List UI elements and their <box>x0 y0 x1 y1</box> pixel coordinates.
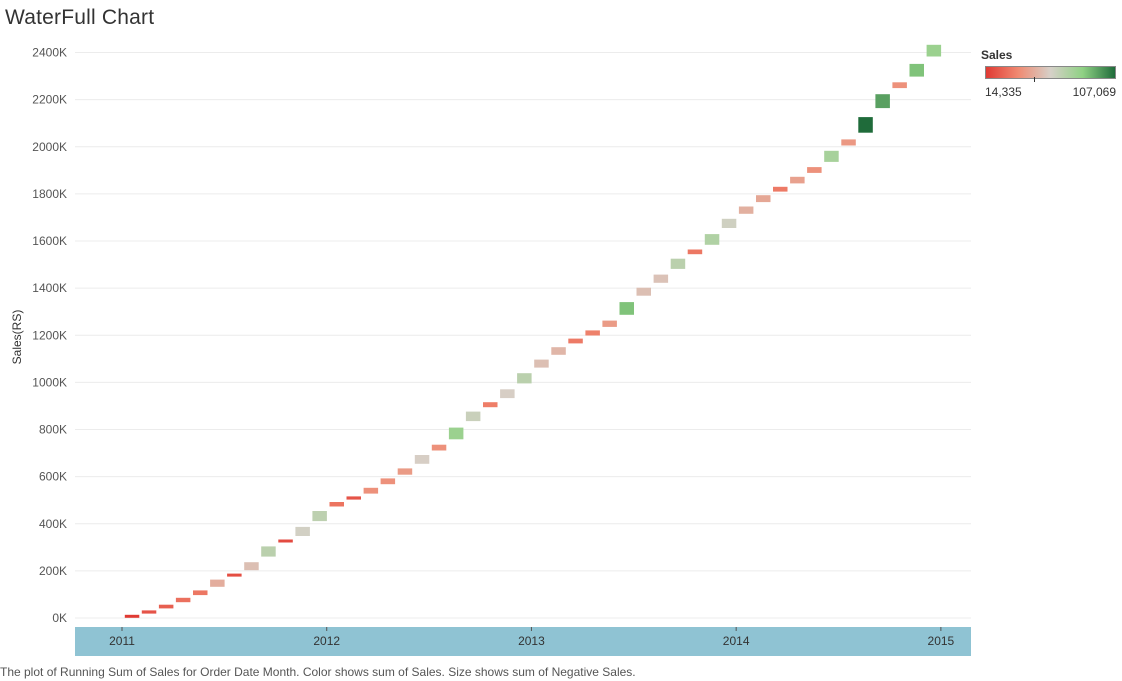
waterfall-bar-2012-04 <box>380 478 396 485</box>
y-tick-label: 200K <box>39 564 67 578</box>
waterfall-bar-2011-07 <box>227 573 242 577</box>
y-tick-label: 1400K <box>32 281 67 295</box>
y-axis-label: Sales(RS) <box>10 310 24 365</box>
waterfall-bar-2013-05 <box>602 320 617 327</box>
x-tick-label: 2013 <box>518 634 545 648</box>
y-tick-label: 2200K <box>32 93 67 107</box>
waterfall-bar-2013-03 <box>568 338 583 344</box>
waterfall-bar-2014-03 <box>773 186 788 192</box>
waterfall-bar-2013-01 <box>534 359 549 368</box>
waterfall-bar-2014-10 <box>892 82 907 89</box>
waterfall-bar-2013-11 <box>704 234 720 245</box>
waterfall-bar-2011-08 <box>244 562 259 571</box>
waterfall-bar-2011-02 <box>141 610 157 614</box>
waterfall-bar-2012-11 <box>500 389 515 399</box>
waterfall-bar-2014-11 <box>909 63 924 77</box>
y-tick-label: 1200K <box>32 328 67 342</box>
waterfall-bar-2013-10 <box>687 249 703 255</box>
waterfall-bar-2013-08 <box>653 274 669 283</box>
x-tick-label: 2015 <box>928 634 955 648</box>
waterfall-bar-2011-04 <box>175 597 191 603</box>
waterfall-bar-2013-02 <box>551 347 566 355</box>
waterfall-bar-2014-07 <box>841 139 856 146</box>
waterfall-bar-2014-02 <box>756 195 771 203</box>
legend-min-label: 14,335 <box>985 85 1022 99</box>
y-tick-label: 1800K <box>32 187 67 201</box>
legend-max-label: 107,069 <box>1072 85 1116 99</box>
waterfall-bar-2013-04 <box>585 330 600 336</box>
waterfall-bar-2013-07 <box>636 287 651 296</box>
waterfall-bar-2011-11 <box>295 526 310 536</box>
waterfall-bar-2014-12 <box>926 44 942 57</box>
waterfall-bar-2012-03 <box>363 487 379 494</box>
x-axis-band <box>75 627 971 656</box>
waterfall-bar-2014-09 <box>875 94 890 109</box>
y-tick-label: 1000K <box>32 375 67 389</box>
waterfall-bar-2014-08 <box>858 117 873 133</box>
chart-caption: The plot of Running Sum of Sales for Ord… <box>0 665 636 679</box>
waterfall-bar-2013-06 <box>619 302 634 315</box>
legend-center-tick <box>1034 77 1035 82</box>
waterfall-bar-2011-09 <box>261 546 276 557</box>
y-tick-label: 400K <box>39 517 67 531</box>
y-tick-label: 2000K <box>32 140 67 154</box>
waterfall-bar-2012-07 <box>431 444 447 451</box>
waterfall-bar-2013-09 <box>670 258 686 269</box>
legend-color-scale <box>985 66 1116 79</box>
y-tick-label: 600K <box>39 470 67 484</box>
y-tick-label: 2400K <box>32 46 67 60</box>
x-tick-label: 2011 <box>109 634 135 648</box>
waterfall-bar-2013-12 <box>721 218 737 228</box>
y-tick-label: 1600K <box>32 234 67 248</box>
legend-title: Sales <box>981 48 1013 62</box>
waterfall-bar-2012-02 <box>346 496 361 500</box>
waterfall-bar-2012-08 <box>448 427 464 440</box>
waterfall-bar-2012-09 <box>465 411 481 422</box>
waterfall-bar-2012-06 <box>414 455 430 464</box>
waterfall-bar-2011-12 <box>312 511 327 522</box>
waterfall-bar-2014-01 <box>738 206 754 214</box>
y-tick-label: 0K <box>52 611 67 625</box>
chart-title: WaterFull Chart <box>5 6 155 29</box>
waterfall-bar-2012-01 <box>329 502 344 507</box>
waterfall-bar-2014-06 <box>824 150 839 162</box>
waterfall-bar-2011-01 <box>124 614 140 618</box>
waterfall-bar-2012-05 <box>397 468 413 475</box>
waterfall-bar-2012-12 <box>517 373 532 384</box>
waterfall-bar-2011-10 <box>278 539 293 543</box>
waterfall-bar-2011-05 <box>193 590 208 596</box>
waterfall-bar-2012-10 <box>483 402 498 408</box>
waterfall-bar-2014-05 <box>807 167 822 173</box>
waterfall-bar-2011-06 <box>210 579 225 587</box>
waterfall-bar-2011-03 <box>158 604 174 609</box>
x-tick-label: 2012 <box>313 634 340 648</box>
waterfall-bar-2014-04 <box>790 176 805 184</box>
y-tick-label: 800K <box>39 423 67 437</box>
x-tick-label: 2014 <box>723 634 750 648</box>
